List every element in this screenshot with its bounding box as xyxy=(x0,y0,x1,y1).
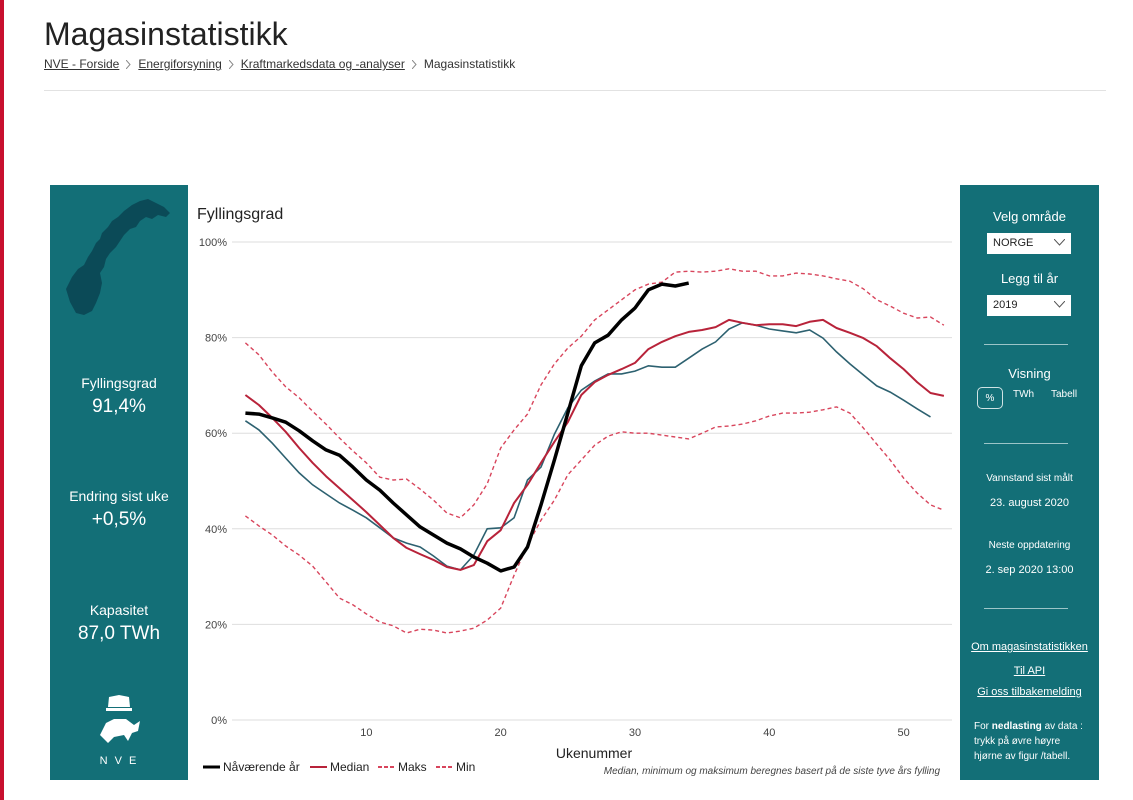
chevron xyxy=(1054,301,1065,308)
breadcrumb-link[interactable]: NVE - Forside xyxy=(44,57,120,71)
breadcrumb-current: Magasinstatistikk xyxy=(423,57,516,71)
y-tick-label: 20% xyxy=(205,619,227,631)
chart-title: Fyllingsgrad xyxy=(197,206,283,223)
stat: Fyllingsgrad 91,4% xyxy=(50,375,188,418)
nve-logo xyxy=(100,695,140,743)
legend-label: Nåværende år xyxy=(223,760,300,774)
breadcrumb-link[interactable]: Kraftmarkedsdata og -analyser xyxy=(240,57,405,71)
chart: Fyllingsgrad Ukenummer Median, minimum o… xyxy=(197,206,952,777)
y-tick-label: 0% xyxy=(211,715,227,727)
legend-label: Median xyxy=(330,760,369,774)
logo-text: N V E xyxy=(99,755,139,767)
stat: Kapasitet 87,0 TWh xyxy=(50,602,188,645)
breadcrumb-link[interactable]: Energiforsyning xyxy=(138,57,222,71)
chevron xyxy=(411,59,417,69)
y-tick-label: 80% xyxy=(205,333,227,345)
info-value: 2. sep 2020 13:00 xyxy=(985,564,1074,576)
legend-label: Min xyxy=(456,760,475,774)
y-tick-label: 40% xyxy=(205,524,227,536)
stat-label: Endring sist uke xyxy=(69,488,169,504)
note-text: For xyxy=(974,721,992,732)
comparison-line xyxy=(244,321,931,571)
divider xyxy=(984,443,1068,444)
series-line xyxy=(244,318,945,571)
view-button[interactable]: TWh xyxy=(1013,389,1035,400)
series-line xyxy=(244,406,945,634)
chart-note: Median, minimum og maksimum beregnes bas… xyxy=(604,765,941,777)
norway-map xyxy=(66,199,170,315)
stat: Endring sist uke +0,5% xyxy=(50,488,188,531)
select-value: 2019 xyxy=(993,299,1018,311)
chevron xyxy=(228,59,234,69)
page-title: Magasinstatistikk xyxy=(44,16,288,52)
chevron xyxy=(1054,239,1065,246)
stat-label: Fyllingsgrad xyxy=(81,375,157,391)
stat-value: 91,4% xyxy=(92,396,146,417)
stat-value: +0,5% xyxy=(91,509,147,530)
view-button[interactable]: Tabell xyxy=(1051,389,1078,400)
download-note: For nedlasting av data : trykk på øvre h… xyxy=(974,719,1089,764)
series-line xyxy=(244,268,945,519)
x-tick-label: 40 xyxy=(763,727,775,739)
accent-bar xyxy=(0,0,4,800)
x-tick-label: 10 xyxy=(360,727,372,739)
control-label: Velg område xyxy=(993,209,1066,224)
x-tick-label: 30 xyxy=(629,727,641,739)
select-value: NORGE xyxy=(993,237,1034,249)
control-label: Visning xyxy=(1008,366,1051,381)
x-tick-label: 20 xyxy=(495,727,507,739)
divider xyxy=(984,608,1068,609)
x-axis-label: Ukenummer xyxy=(556,745,633,761)
legend-label: Maks xyxy=(398,760,427,774)
divider xyxy=(984,344,1068,345)
view-button[interactable]: % xyxy=(977,387,1003,409)
link[interactable]: Til API xyxy=(1013,665,1046,677)
chevron xyxy=(126,59,132,69)
summary-panel: Fyllingsgrad 91,4% Endring sist uke +0,5% … xyxy=(50,185,188,780)
control-label: Legg til år xyxy=(1000,271,1059,286)
link[interactable]: Om magasinstatistikken xyxy=(971,641,1088,653)
year-select[interactable]: 2019 xyxy=(987,295,1071,316)
info-label: Vannstand sist målt xyxy=(986,473,1073,484)
controls-panel: Velg område NORGE Legg til år 2019 Visni… xyxy=(960,185,1099,780)
note-text: av data : trykk på øvre høyre hjørne av … xyxy=(974,721,1083,762)
stat-value: 87,0 TWh xyxy=(77,623,161,644)
info-value: 23. august 2020 xyxy=(990,497,1069,509)
note-emphasis: nedlasting xyxy=(991,721,1042,732)
breadcrumb: NVE - Forside Energiforsyning Kraftmarke… xyxy=(44,57,515,71)
stat-label: Kapasitet xyxy=(89,602,149,618)
series-line xyxy=(245,281,690,573)
y-tick-label: 100% xyxy=(199,237,227,249)
y-tick-label: 60% xyxy=(205,428,227,440)
x-tick-label: 50 xyxy=(898,727,910,739)
info-label: Neste oppdatering xyxy=(988,540,1071,551)
divider xyxy=(44,90,1106,91)
link[interactable]: Gi oss tilbakemelding xyxy=(977,686,1082,698)
area-select[interactable]: NORGE xyxy=(987,233,1071,254)
